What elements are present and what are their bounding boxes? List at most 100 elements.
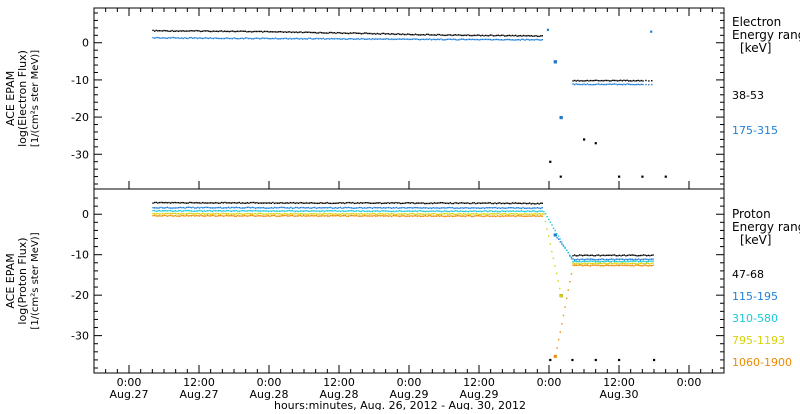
data-point <box>495 206 497 209</box>
data-point <box>152 29 154 32</box>
data-point <box>296 215 298 217</box>
data-point <box>423 213 425 216</box>
data-point <box>472 38 474 41</box>
data-point <box>642 260 645 262</box>
data-point <box>546 215 548 218</box>
data-point-scatter <box>594 142 597 145</box>
data-point <box>515 212 518 215</box>
data-point <box>342 207 345 209</box>
data-point <box>385 202 388 204</box>
data-point <box>249 30 251 33</box>
data-point <box>198 30 200 32</box>
data-point <box>448 38 450 40</box>
data-point <box>516 202 518 205</box>
data-point <box>219 214 222 217</box>
data-point <box>157 210 159 212</box>
data-point <box>166 215 169 217</box>
data-point <box>299 213 302 215</box>
data-point <box>489 202 491 204</box>
data-point <box>386 33 388 35</box>
data-point <box>185 210 188 212</box>
data-point <box>265 30 267 33</box>
data-point <box>453 38 455 40</box>
data-point <box>578 264 581 266</box>
data-point <box>322 32 324 34</box>
data-point <box>293 213 295 215</box>
data-point <box>218 213 220 215</box>
data-point <box>469 207 471 209</box>
data-point <box>372 202 375 204</box>
data-point <box>523 215 526 217</box>
data-point <box>605 263 608 265</box>
data-point <box>376 213 378 216</box>
data-point <box>511 210 513 212</box>
data-point <box>362 209 364 212</box>
data-point <box>636 255 638 257</box>
data-point <box>200 30 202 33</box>
data-point <box>282 206 284 209</box>
data-point <box>593 260 595 262</box>
data-point <box>250 209 252 212</box>
data-point <box>247 30 250 33</box>
data-point <box>580 263 582 265</box>
data-point <box>435 207 438 209</box>
data-point <box>312 213 314 215</box>
data-point <box>617 263 619 265</box>
data-point <box>220 30 223 32</box>
data-point <box>610 80 612 82</box>
data-point <box>410 38 412 41</box>
data-point <box>530 210 532 213</box>
data-point <box>384 213 386 215</box>
data-point <box>374 215 377 217</box>
data-point <box>158 213 161 215</box>
data-point <box>384 38 387 40</box>
proton-series-115-195 <box>152 206 654 261</box>
data-point <box>204 37 207 39</box>
data-point <box>626 254 629 257</box>
data-point <box>298 213 300 215</box>
data-point <box>519 39 522 41</box>
data-point <box>254 212 257 215</box>
data-point <box>554 265 556 267</box>
data-point <box>296 206 298 209</box>
data-point <box>274 210 276 212</box>
data-point <box>552 257 555 260</box>
data-point <box>240 210 242 212</box>
data-point <box>502 39 504 41</box>
data-point <box>158 30 161 32</box>
data-point <box>594 79 597 82</box>
data-point <box>607 264 609 267</box>
data-point <box>395 33 398 36</box>
data-point <box>246 206 249 209</box>
data-point <box>406 201 408 204</box>
data-point <box>253 206 255 209</box>
data-point <box>645 258 648 260</box>
data-point <box>623 79 625 81</box>
data-point <box>355 214 358 217</box>
data-point <box>416 210 419 213</box>
data-point <box>357 215 359 217</box>
data-point <box>378 210 380 212</box>
data-point <box>435 34 437 36</box>
data-point <box>495 202 498 205</box>
data-point <box>313 38 315 40</box>
proton-ytick-label: 0 <box>82 208 89 221</box>
data-point <box>541 35 543 37</box>
data-point <box>446 38 449 40</box>
data-point <box>522 215 524 218</box>
data-point <box>253 215 255 217</box>
data-point <box>615 83 617 85</box>
data-point <box>177 207 180 209</box>
data-point <box>615 264 617 266</box>
data-point <box>237 214 239 217</box>
data-point-marker <box>553 233 557 237</box>
data-point <box>578 83 581 86</box>
data-point <box>631 260 633 262</box>
data-point <box>645 79 647 82</box>
data-point <box>328 213 330 215</box>
data-point <box>459 202 461 204</box>
data-point <box>440 207 443 209</box>
data-point <box>355 202 357 205</box>
data-point <box>432 215 435 217</box>
data-point <box>243 38 245 40</box>
